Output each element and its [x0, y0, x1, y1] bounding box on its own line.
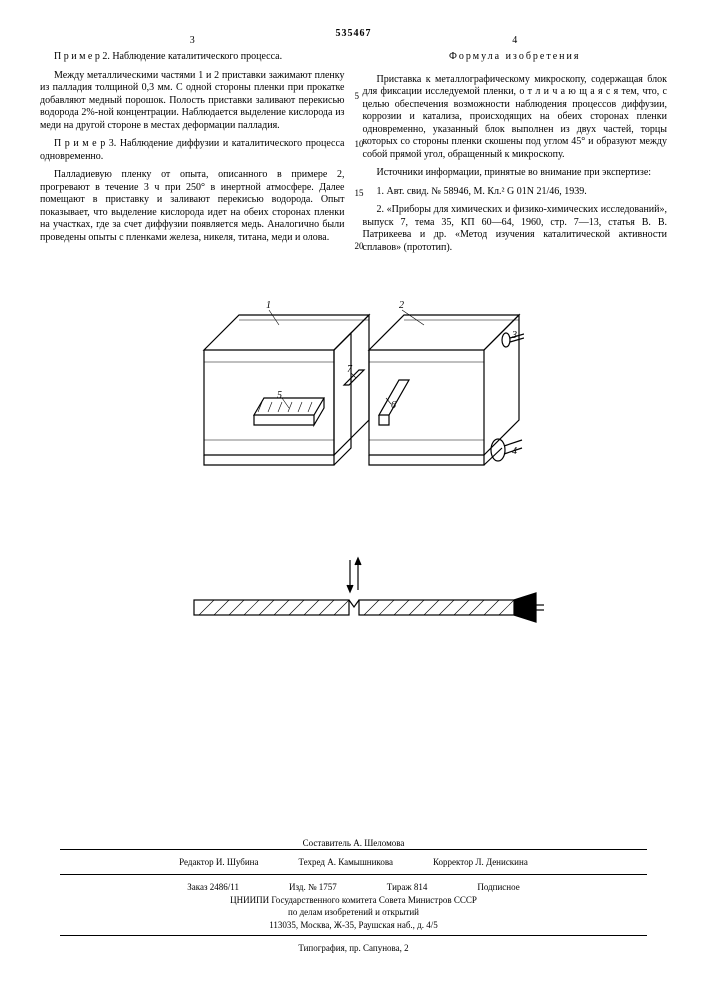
source-2: 2. «Приборы для химических и физико-хими…: [363, 204, 668, 254]
left-column: 3 П р и м е р 2. Наблюдение каталитическ…: [40, 51, 345, 260]
izd-number: Изд. № 1757: [289, 881, 337, 894]
example2-heading: П р и м е р 2. Наблюдение каталитическог…: [40, 51, 345, 64]
line-number-15: 15: [355, 188, 364, 199]
compiler: Составитель А. Шеломова: [0, 837, 707, 850]
example2-body: Между металлическими частями 1 и 2 прист…: [40, 70, 345, 133]
tirage: Тираж 814: [387, 881, 428, 894]
corrector: Корректор Л. Денискина: [433, 856, 528, 869]
figure-1-svg: 1 2 3 4 5 6 7: [184, 290, 524, 520]
svg-text:4: 4: [512, 446, 517, 457]
svg-text:7: 7: [347, 364, 353, 375]
figure-2: [0, 555, 707, 635]
publisher-line1: ЦНИИПИ Государственного комитета Совета …: [0, 894, 707, 907]
source-1: 1. Авт. свид. № 58946, М. Кл.² G 01N 21/…: [363, 186, 668, 199]
subscription: Подписное: [477, 881, 519, 894]
line-number-20: 20: [355, 241, 364, 252]
text-columns: 3 П р и м е р 2. Наблюдение каталитическ…: [0, 39, 707, 260]
publisher-line2: по делам изобретений и открытий: [0, 906, 707, 919]
sources-title: Источники информации, принятые во вниман…: [363, 167, 668, 180]
order-number: Заказ 2486/11: [187, 881, 239, 894]
typography: Типография, пр. Сапунова, 2: [0, 942, 707, 955]
right-column: 4 5 10 15 20 Формула изобретения Пристав…: [363, 51, 668, 260]
svg-text:3: 3: [511, 330, 517, 341]
page-number-right: 4: [512, 35, 517, 48]
techred: Техред А. Камышникова: [299, 856, 393, 869]
line-number-10: 10: [355, 139, 364, 150]
publisher-address: 113035, Москва, Ж-35, Раушская наб., д. …: [0, 919, 707, 932]
svg-text:6: 6: [391, 400, 396, 411]
svg-text:1: 1: [266, 300, 271, 311]
svg-text:2: 2: [399, 300, 404, 311]
claim-text: Приставка к металлографическому микроско…: [363, 74, 668, 162]
line-number-5: 5: [355, 91, 360, 102]
example3-heading: П р и м е р 3. Наблюдение диффузии и кат…: [40, 138, 345, 163]
example3-body: Палладиевую пленку от опыта, описанного …: [40, 169, 345, 244]
figure-1: 1 2 3 4 5 6 7: [0, 290, 707, 520]
formula-title: Формула изобретения: [363, 51, 668, 64]
page-number-left: 3: [190, 35, 195, 48]
figure-2-svg: [164, 555, 544, 635]
patent-number: 535467: [0, 0, 707, 39]
svg-text:5: 5: [277, 390, 282, 401]
editor: Редактор И. Шубина: [179, 856, 258, 869]
footer: Составитель А. Шеломова Редактор И. Шуби…: [0, 837, 707, 955]
